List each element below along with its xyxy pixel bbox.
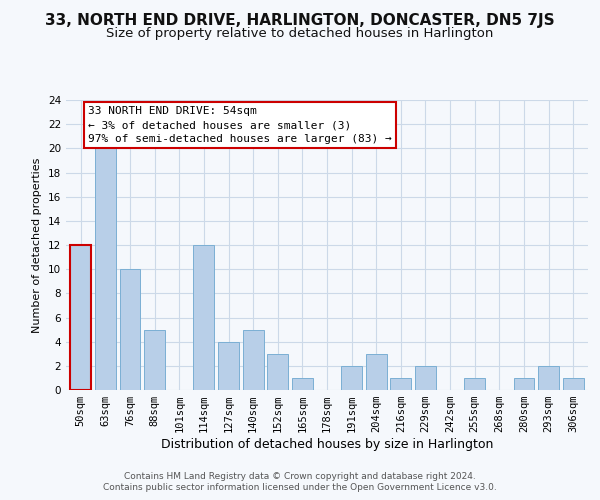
Bar <box>193 245 214 390</box>
Bar <box>563 378 584 390</box>
Bar <box>95 148 116 390</box>
Y-axis label: Number of detached properties: Number of detached properties <box>32 158 43 332</box>
Bar <box>267 354 288 390</box>
X-axis label: Distribution of detached houses by size in Harlington: Distribution of detached houses by size … <box>161 438 493 451</box>
Bar <box>514 378 535 390</box>
Bar <box>292 378 313 390</box>
Bar <box>464 378 485 390</box>
Text: Contains HM Land Registry data © Crown copyright and database right 2024.
Contai: Contains HM Land Registry data © Crown c… <box>103 472 497 492</box>
Bar <box>341 366 362 390</box>
Text: 33, NORTH END DRIVE, HARLINGTON, DONCASTER, DN5 7JS: 33, NORTH END DRIVE, HARLINGTON, DONCAST… <box>45 12 555 28</box>
Bar <box>119 269 140 390</box>
Bar <box>144 330 165 390</box>
Bar <box>366 354 387 390</box>
Bar <box>538 366 559 390</box>
Bar <box>391 378 412 390</box>
Bar <box>218 342 239 390</box>
Bar <box>242 330 263 390</box>
Bar <box>415 366 436 390</box>
Text: Size of property relative to detached houses in Harlington: Size of property relative to detached ho… <box>106 28 494 40</box>
Text: 33 NORTH END DRIVE: 54sqm
← 3% of detached houses are smaller (3)
97% of semi-de: 33 NORTH END DRIVE: 54sqm ← 3% of detach… <box>88 106 392 144</box>
Bar <box>70 245 91 390</box>
